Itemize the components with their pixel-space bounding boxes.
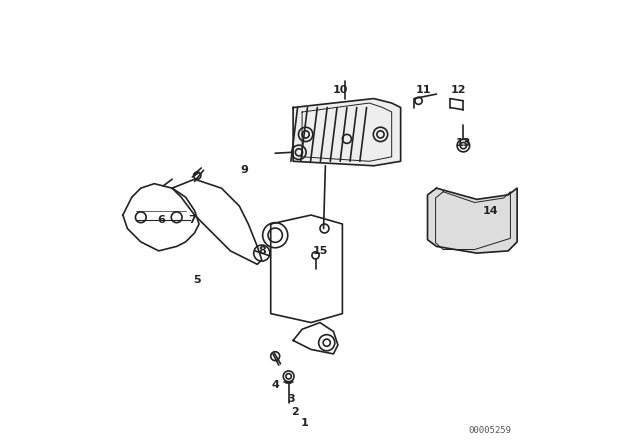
Text: 1: 1 [300, 418, 308, 428]
Text: 13: 13 [456, 138, 471, 148]
Text: 7: 7 [188, 215, 196, 224]
Text: 10: 10 [332, 85, 348, 95]
Text: 15: 15 [312, 246, 328, 256]
Text: 11: 11 [415, 85, 431, 95]
Text: 4: 4 [271, 380, 279, 390]
Text: 5: 5 [193, 275, 200, 285]
Text: 14: 14 [483, 206, 498, 215]
Text: 3: 3 [287, 394, 294, 404]
Text: 12: 12 [451, 85, 467, 95]
Polygon shape [428, 188, 517, 253]
Text: 2: 2 [291, 407, 300, 417]
Text: 6: 6 [157, 215, 165, 224]
Text: 00005259: 00005259 [468, 426, 512, 435]
Text: 8: 8 [258, 246, 266, 256]
Text: 9: 9 [240, 165, 248, 175]
Polygon shape [293, 99, 401, 166]
